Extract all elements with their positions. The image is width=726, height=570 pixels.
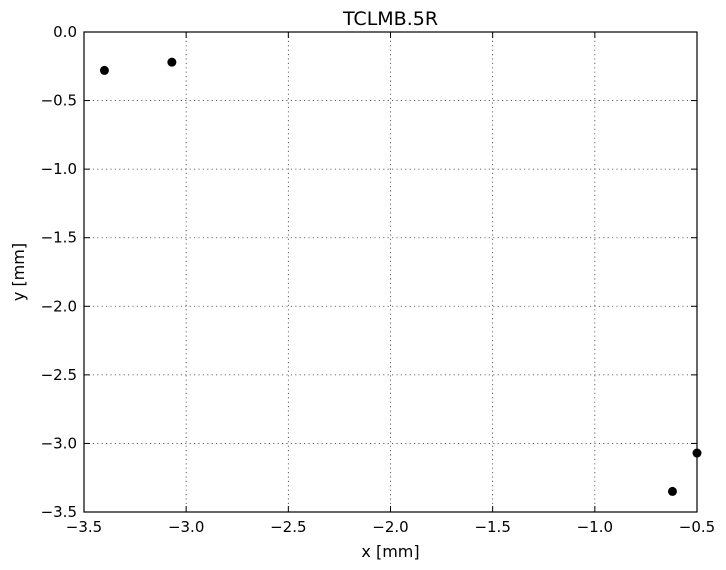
y-tick-label: −2.0 (41, 297, 77, 315)
x-axis-title: x [mm] (361, 542, 419, 561)
x-tick-label: −2.0 (372, 518, 408, 536)
x-tick-label: −1.5 (474, 518, 510, 536)
y-tick-label: −1.0 (41, 160, 77, 178)
x-tick-label: −0.5 (679, 518, 715, 536)
y-tick-label: −2.5 (41, 366, 77, 384)
data-point (99, 65, 109, 75)
y-tick-label: −3.5 (41, 503, 77, 521)
grid (84, 32, 697, 512)
data-points (99, 57, 702, 496)
y-axis-title: y [mm] (9, 243, 28, 301)
x-tick-label: −3.5 (66, 518, 102, 536)
y-tick-label: −3.0 (41, 434, 77, 452)
data-point (667, 486, 677, 496)
x-tick-label: −2.5 (270, 518, 306, 536)
axis-ticks: −3.5 −3.0 −2.5 −2.0 −1.5 −1.0 −0.5 0.0 −0.5 −1.0 −… (41, 23, 716, 536)
y-tick-label: −1.5 (41, 229, 77, 247)
plot-frame (83, 31, 698, 513)
x-tick-label: −3.0 (168, 518, 204, 536)
x-tick-label: −1.0 (577, 518, 613, 536)
y-tick-label: 0.0 (53, 23, 77, 41)
chart-title: TCLMB.5R (342, 8, 438, 30)
y-tick-label: −0.5 (41, 92, 77, 110)
data-point (167, 57, 177, 67)
